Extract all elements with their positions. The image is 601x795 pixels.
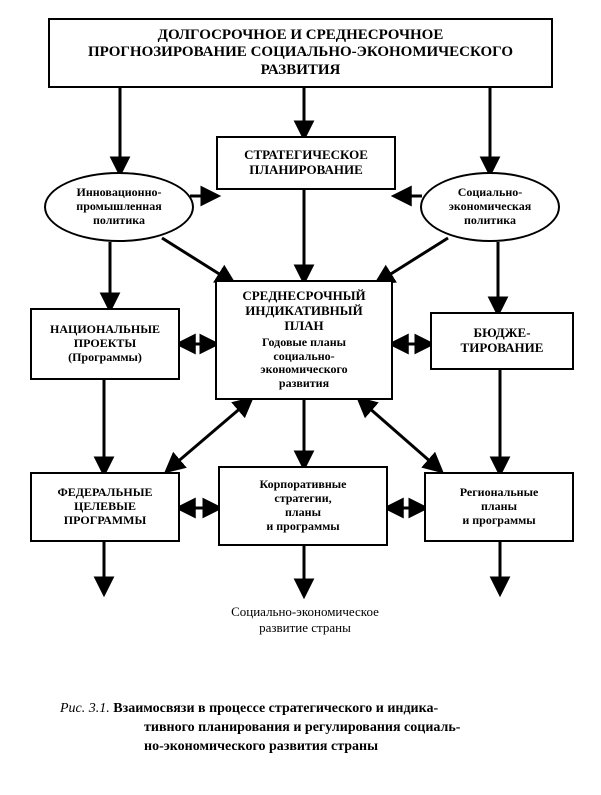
node-national-projects-text: НАЦИОНАЛЬНЫЕПРОЕКТЫ(Программы) — [50, 323, 160, 364]
node-budgeting-text: БЮДЖЕ-ТИРОВАНИЕ — [461, 326, 544, 356]
node-federal-programs-text: ФЕДЕРАЛЬНЫЕЦЕЛЕВЫЕПРОГРАММЫ — [57, 486, 152, 527]
node-social-policy: Социально-экономическаяполитика — [420, 172, 560, 242]
arrow-social-to-mid — [378, 238, 448, 282]
node-strategic-planning: СТРАТЕГИЧЕСКОЕПЛАНИРОВАНИЕ — [216, 136, 396, 190]
node-regional-plans-text: Региональныепланыи программы — [460, 486, 539, 527]
node-social-policy-text: Социально-экономическаяполитика — [449, 186, 532, 227]
arrow-innov-to-mid — [162, 238, 232, 282]
arrow-mid-to-reg — [360, 400, 440, 470]
node-indicative-plan-sub: Годовые планысоциально-экономическогораз… — [260, 336, 347, 391]
figure-caption: Рис. 3.1. Взаимосвязи в процессе стратег… — [60, 700, 550, 757]
node-innovation-policy: Инновационно-промышленнаяполитика — [44, 172, 194, 242]
node-strategic-planning-text: СТРАТЕГИЧЕСКОЕПЛАНИРОВАНИЕ — [244, 148, 368, 178]
bottom-label: Социально-экономическоеразвитие страны — [190, 604, 420, 635]
node-forecasting-text: ДОЛГОСРОЧНОЕ И СРЕДНЕСРОЧНОЕПРОГНОЗИРОВА… — [88, 27, 513, 79]
node-corporate-strategies-text: Корпоративныестратегии,планыи программы — [260, 478, 347, 533]
arrow-mid-to-fed — [168, 400, 250, 470]
node-budgeting: БЮДЖЕ-ТИРОВАНИЕ — [430, 312, 574, 370]
node-indicative-plan-title: СРЕДНЕСРОЧНЫЙИНДИКАТИВНЫЙПЛАН — [242, 289, 365, 334]
node-national-projects: НАЦИОНАЛЬНЫЕПРОЕКТЫ(Программы) — [30, 308, 180, 380]
diagram-stage: ДОЛГОСРОЧНОЕ И СРЕДНЕСРОЧНОЕПРОГНОЗИРОВА… — [0, 0, 601, 795]
node-regional-plans: Региональныепланыи программы — [424, 472, 574, 542]
node-indicative-plan: СРЕДНЕСРОЧНЫЙИНДИКАТИВНЫЙПЛАН Годовые пл… — [215, 280, 393, 400]
node-corporate-strategies: Корпоративныестратегии,планыи программы — [218, 466, 388, 546]
node-forecasting: ДОЛГОСРОЧНОЕ И СРЕДНЕСРОЧНОЕПРОГНОЗИРОВА… — [48, 18, 553, 88]
node-innovation-policy-text: Инновационно-промышленнаяполитика — [76, 186, 161, 227]
node-federal-programs: ФЕДЕРАЛЬНЫЕЦЕЛЕВЫЕПРОГРАММЫ — [30, 472, 180, 542]
